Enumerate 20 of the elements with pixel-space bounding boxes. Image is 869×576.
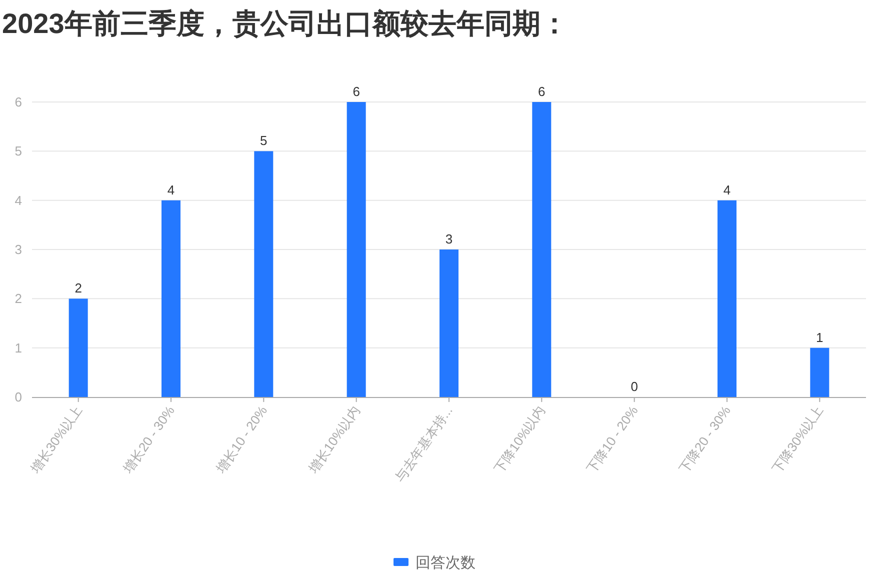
data-label: 4 — [723, 182, 731, 198]
data-label: 0 — [630, 379, 638, 394]
y-tick-label: 3 — [14, 242, 22, 257]
legend: 回答次数 — [394, 554, 476, 572]
x-tick-label: 与去年基本持... — [392, 403, 456, 484]
data-label: 6 — [352, 84, 360, 99]
y-tick-label: 6 — [14, 94, 22, 110]
legend-label: 回答次数 — [416, 554, 476, 572]
data-label: 5 — [260, 133, 268, 148]
y-tick-label: 2 — [14, 291, 22, 306]
y-tick-label: 4 — [14, 192, 22, 208]
data-label: 6 — [538, 84, 546, 99]
title: 2023年前三季度，贵公司出口额较去年同期： — [2, 8, 568, 39]
data-label: 4 — [167, 182, 175, 198]
y-tick-label: 5 — [14, 144, 22, 159]
y-tick-label: 0 — [14, 390, 22, 404]
data-label: 1 — [816, 330, 824, 345]
data-label: 3 — [445, 232, 453, 246]
y-tick-label: 1 — [14, 340, 22, 356]
data-label: 2 — [74, 280, 82, 296]
